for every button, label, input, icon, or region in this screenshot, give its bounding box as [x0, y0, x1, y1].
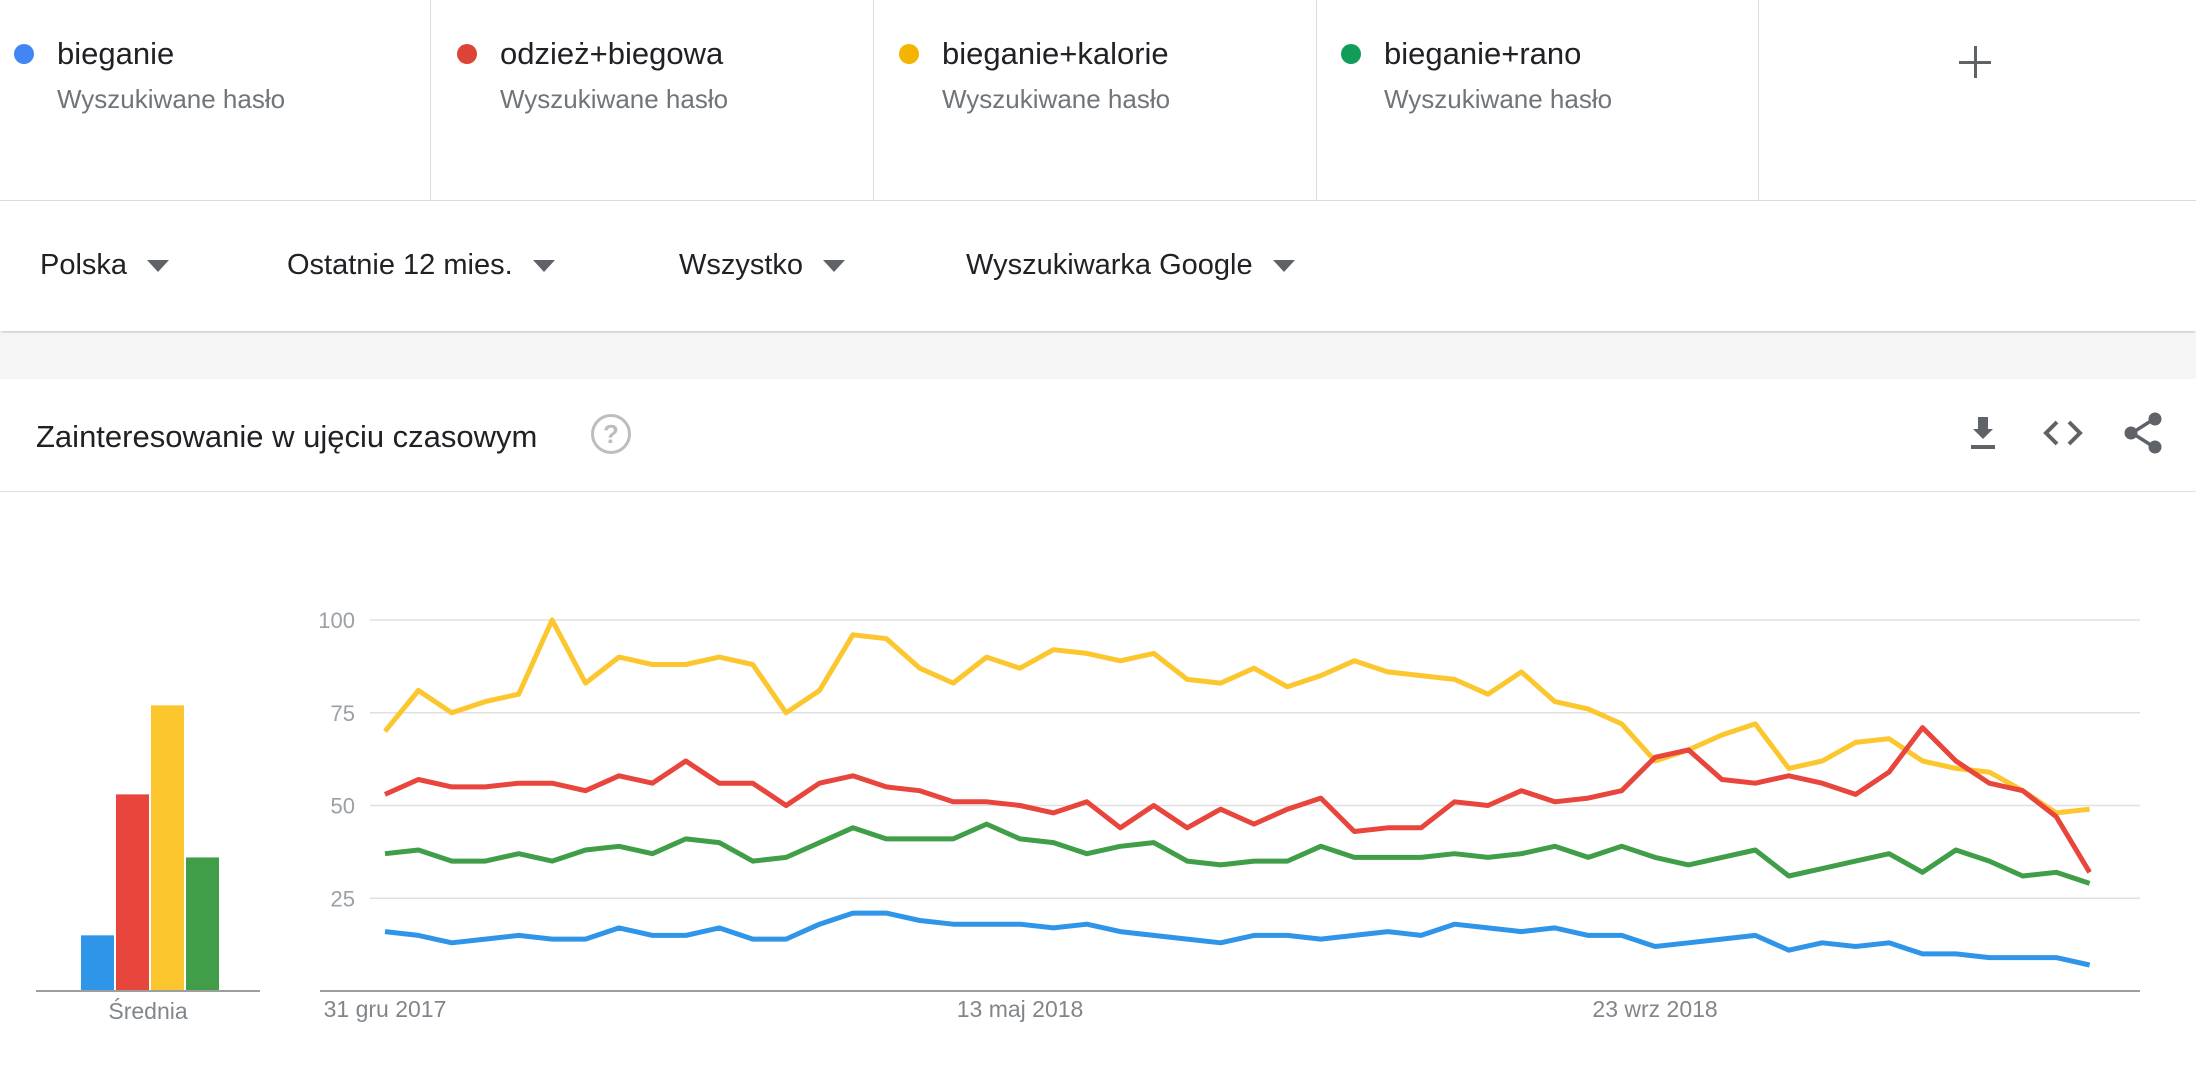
average-bars: [81, 705, 219, 991]
term-color-dot: [14, 44, 34, 64]
term-name: odzież+biegowa: [500, 36, 724, 71]
caret-down-icon: [823, 259, 846, 272]
category-dropdown-label: Wszystko: [679, 249, 804, 281]
y-tick-label: 75: [331, 701, 355, 726]
interest-over-time-header: Zainteresowanie w ujęciu czasowym ?: [0, 379, 2196, 492]
category-dropdown[interactable]: Wszystko: [679, 249, 846, 282]
term-name: bieganie: [57, 36, 175, 71]
series-line-1[interactable]: [383, 617, 2090, 816]
y-tick-label: 100: [318, 608, 355, 633]
term-type: Wyszukiwane hasło: [942, 84, 1171, 114]
chart-gridlines: [370, 619, 2140, 899]
chart-series: [383, 617, 2092, 968]
y-tick-label: 25: [331, 886, 355, 911]
average-bar-1[interactable]: [81, 935, 114, 991]
add-term-plus-icon[interactable]: [1957, 44, 1993, 80]
caret-down-icon: [532, 259, 555, 272]
term-card-4[interactable]: bieganie+rano Wyszukiwane hasło: [1317, 0, 1759, 200]
period-dropdown[interactable]: Ostatnie 12 mies.: [287, 249, 555, 282]
term-type: Wyszukiwane hasło: [57, 84, 286, 114]
term-type: Wyszukiwane hasło: [1384, 84, 1613, 114]
section-gap: [0, 333, 2196, 379]
average-bar-3[interactable]: [151, 705, 184, 991]
series-line-4[interactable]: [384, 910, 2091, 968]
x-tick-label: 13 maj 2018: [957, 996, 1084, 1022]
term-color-dot: [457, 44, 477, 64]
y-axis-ticks: 25 50 75 100: [318, 608, 355, 911]
average-label: Średnia: [108, 997, 187, 1024]
share-icon[interactable]: [2120, 409, 2168, 457]
region-dropdown[interactable]: Polska: [40, 249, 170, 282]
average-bar-4[interactable]: [186, 857, 219, 991]
term-card-3[interactable]: bieganie+kalorie Wyszukiwane hasło: [874, 0, 1317, 200]
add-term-area: [1759, 0, 2196, 200]
y-tick-label: 50: [331, 794, 355, 819]
x-tick-label: 23 wrz 2018: [1592, 996, 1717, 1022]
term-color-dot: [1341, 44, 1361, 64]
region-dropdown-label: Polska: [40, 249, 128, 281]
caret-down-icon: [147, 259, 170, 272]
embed-code-icon[interactable]: [2039, 409, 2087, 457]
term-name: bieganie+kalorie: [942, 36, 1169, 71]
interest-over-time-chart[interactable]: Średnia 25 50 75 100 31 gru 2017 13 maj 2018…: [0, 491, 2196, 1068]
download-icon[interactable]: [1959, 409, 2007, 457]
search-terms-bar: bieganie Wyszukiwane hasło odzież+biegow…: [0, 0, 2196, 201]
x-axis-ticks: 31 gru 2017 13 maj 2018 23 wrz 2018: [324, 996, 1718, 1022]
period-dropdown-label: Ostatnie 12 mies.: [287, 249, 513, 281]
term-card-2[interactable]: odzież+biegowa Wyszukiwane hasło: [431, 0, 874, 200]
help-icon[interactable]: ?: [591, 414, 631, 454]
filter-bar: Polska Ostatnie 12 mies. Wszystko Wyszuk…: [0, 201, 2196, 331]
term-color-dot: [899, 44, 919, 64]
average-bar-2[interactable]: [116, 794, 149, 991]
x-tick-label: 31 gru 2017: [324, 996, 447, 1022]
series-line-2[interactable]: [383, 725, 2092, 874]
series-line-3[interactable]: [384, 821, 2091, 886]
card-title: Zainteresowanie w ujęciu czasowym: [36, 419, 538, 454]
term-card-1[interactable]: bieganie Wyszukiwane hasło: [0, 0, 431, 200]
term-name: bieganie+rano: [1384, 36, 1582, 71]
search-source-dropdown[interactable]: Wyszukiwarka Google: [966, 249, 1295, 282]
caret-down-icon: [1272, 259, 1295, 272]
search-source-dropdown-label: Wyszukiwarka Google: [966, 249, 1253, 281]
term-type: Wyszukiwane hasło: [500, 84, 729, 114]
